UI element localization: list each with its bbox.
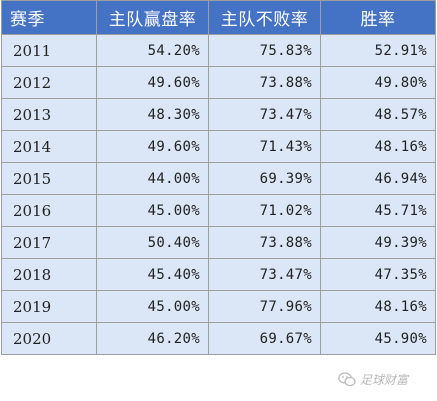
watermark: 足球财富 bbox=[338, 371, 408, 388]
cell-season: 2019 bbox=[1, 290, 97, 323]
header-win-rate: 胜率 bbox=[320, 0, 436, 35]
cell-season: 2012 bbox=[1, 66, 97, 99]
cell-win-rate: 46.94% bbox=[320, 162, 436, 195]
cell-win-rate: 45.71% bbox=[320, 194, 436, 227]
cell-home-cover-rate: 45.00% bbox=[96, 194, 209, 227]
cell-home-cover-rate: 49.60% bbox=[96, 66, 209, 99]
cell-home-unbeaten-rate: 71.43% bbox=[208, 130, 321, 163]
cell-home-unbeaten-rate: 75.83% bbox=[208, 34, 321, 67]
table-row: 2011 54.20% 75.83% 52.91% bbox=[1, 34, 436, 67]
cell-home-unbeaten-rate: 73.47% bbox=[208, 258, 321, 291]
table-header-row: 赛季 主队赢盘率 主队不败率 胜率 bbox=[1, 0, 436, 35]
cell-win-rate: 45.90% bbox=[320, 322, 436, 355]
cell-home-cover-rate: 54.20% bbox=[96, 34, 209, 67]
cell-win-rate: 47.35% bbox=[320, 258, 436, 291]
cell-home-unbeaten-rate: 73.88% bbox=[208, 66, 321, 99]
wechat-icon bbox=[338, 372, 356, 387]
cell-season: 2014 bbox=[1, 130, 97, 163]
cell-home-cover-rate: 48.30% bbox=[96, 98, 209, 131]
cell-home-cover-rate: 50.40% bbox=[96, 226, 209, 259]
cell-home-cover-rate: 45.00% bbox=[96, 290, 209, 323]
cell-win-rate: 52.91% bbox=[320, 34, 436, 67]
header-home-cover-rate: 主队赢盘率 bbox=[96, 0, 209, 35]
stats-table-container: 赛季 主队赢盘率 主队不败率 胜率 2011 54.20% 75.83% 52.… bbox=[1, 0, 436, 355]
table-row: 2014 49.60% 71.43% 48.16% bbox=[1, 130, 436, 163]
table-row: 2018 45.40% 73.47% 47.35% bbox=[1, 258, 436, 291]
header-season: 赛季 bbox=[1, 0, 97, 35]
table-row: 2017 50.40% 73.88% 49.39% bbox=[1, 226, 436, 259]
cell-win-rate: 48.16% bbox=[320, 130, 436, 163]
cell-season: 2013 bbox=[1, 98, 97, 131]
cell-win-rate: 48.16% bbox=[320, 290, 436, 323]
cell-season: 2015 bbox=[1, 162, 97, 195]
table-row: 2015 44.00% 69.39% 46.94% bbox=[1, 162, 436, 195]
cell-season: 2018 bbox=[1, 258, 97, 291]
cell-home-cover-rate: 44.00% bbox=[96, 162, 209, 195]
cell-season: 2020 bbox=[1, 322, 97, 355]
cell-home-unbeaten-rate: 69.39% bbox=[208, 162, 321, 195]
cell-season: 2016 bbox=[1, 194, 97, 227]
header-home-unbeaten-rate: 主队不败率 bbox=[208, 0, 321, 35]
watermark-text: 足球财富 bbox=[360, 373, 409, 387]
cell-home-cover-rate: 45.40% bbox=[96, 258, 209, 291]
cell-home-unbeaten-rate: 71.02% bbox=[208, 194, 321, 227]
cell-win-rate: 49.39% bbox=[320, 226, 436, 259]
cell-win-rate: 48.57% bbox=[320, 98, 436, 131]
table-row: 2019 45.00% 77.96% 48.16% bbox=[1, 290, 436, 323]
table-row: 2013 48.30% 73.47% 48.57% bbox=[1, 98, 436, 131]
table-row: 2020 46.20% 69.67% 45.90% bbox=[1, 322, 436, 355]
cell-season: 2017 bbox=[1, 226, 97, 259]
season-stats-table: 赛季 主队赢盘率 主队不败率 胜率 2011 54.20% 75.83% 52.… bbox=[1, 0, 436, 355]
cell-win-rate: 49.80% bbox=[320, 66, 436, 99]
cell-home-cover-rate: 49.60% bbox=[96, 130, 209, 163]
cell-home-unbeaten-rate: 73.88% bbox=[208, 226, 321, 259]
table-row: 2016 45.00% 71.02% 45.71% bbox=[1, 194, 436, 227]
cell-home-unbeaten-rate: 73.47% bbox=[208, 98, 321, 131]
cell-season: 2011 bbox=[1, 34, 97, 67]
cell-home-cover-rate: 46.20% bbox=[96, 322, 209, 355]
cell-home-unbeaten-rate: 77.96% bbox=[208, 290, 321, 323]
cell-home-unbeaten-rate: 69.67% bbox=[208, 322, 321, 355]
table-row: 2012 49.60% 73.88% 49.80% bbox=[1, 66, 436, 99]
